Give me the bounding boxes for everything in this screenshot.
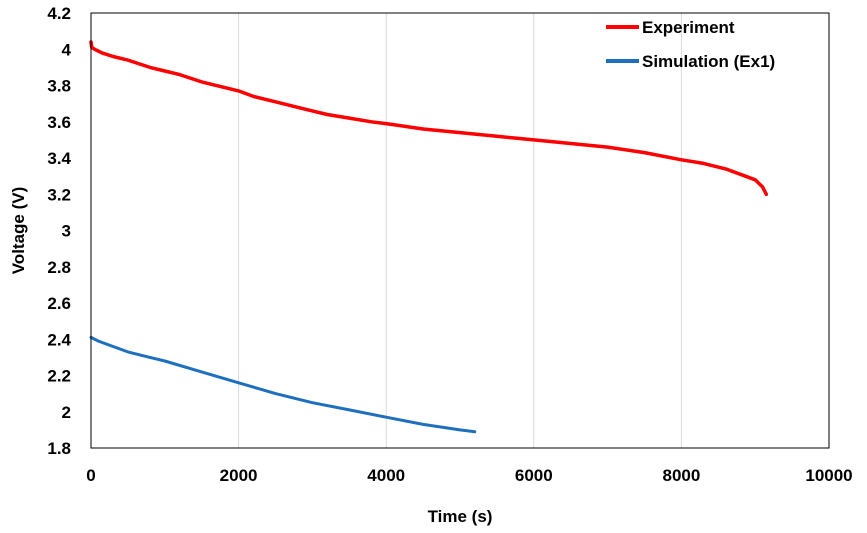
y-tick-label: 3.8 <box>47 77 71 96</box>
y-tick-label: 2.8 <box>47 258 71 277</box>
y-tick-label: 2.6 <box>47 294 71 313</box>
series-lines <box>89 40 769 434</box>
y-tick-label: 4.2 <box>47 4 71 23</box>
x-tick-label: 2000 <box>220 466 258 485</box>
y-tick-label: 3.4 <box>47 149 71 168</box>
x-axis-title: Time (s) <box>428 507 493 526</box>
x-tick-label: 8000 <box>662 466 700 485</box>
series-line-experiment <box>89 40 769 197</box>
y-tick-label: 2.4 <box>47 330 71 349</box>
y-tick-label: 2 <box>62 403 71 422</box>
x-tick-label: 6000 <box>515 466 553 485</box>
x-tick-label: 10000 <box>805 466 852 485</box>
plot-frame <box>90 12 830 449</box>
y-tick-label: 2.2 <box>47 367 71 386</box>
legend-label-simulation: Simulation (Ex1) <box>642 52 775 71</box>
y-tick-labels: 1.8 2 2.2 2.4 2.6 2.8 3 3.2 3.4 3.6 3.8 4 4.2 <box>47 4 71 458</box>
y-tick-label: 3.2 <box>47 185 71 204</box>
y-tick-label: 3.6 <box>47 113 71 132</box>
y-tick-label: 1.8 <box>47 439 71 458</box>
series-line-simulation <box>89 335 477 434</box>
x-tick-labels: 0 2000 4000 6000 8000 10000 <box>86 466 852 485</box>
y-axis-title: Voltage (V) <box>9 187 28 275</box>
x-tick-label: 4000 <box>367 466 405 485</box>
legend: Experiment Simulation (Ex1) <box>606 18 775 71</box>
grid-lines <box>238 13 682 448</box>
y-tick-label: 4 <box>62 40 72 59</box>
y-tick-label: 3 <box>62 222 71 241</box>
legend-label-experiment: Experiment <box>642 18 735 37</box>
x-tick-label: 0 <box>86 466 95 485</box>
